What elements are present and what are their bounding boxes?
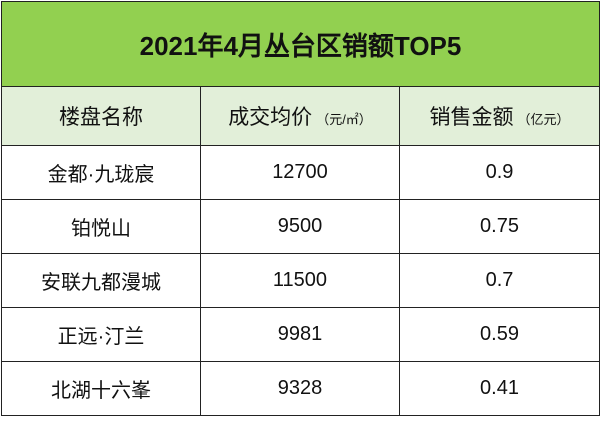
project-name: 北湖十六峯 bbox=[1, 361, 201, 416]
header-unit: （亿元） bbox=[517, 112, 570, 127]
sales-amount: 0.9 bbox=[398, 145, 600, 200]
header-cell: 成交均价 （元/㎡） bbox=[200, 86, 400, 146]
project-name: 正远·汀兰 bbox=[1, 307, 201, 362]
header-text: 楼盘名称 bbox=[59, 106, 143, 129]
header-cell: 销售金额 （亿元） bbox=[398, 86, 600, 146]
sales-table: 2021年4月丛台区销额TOP5 楼盘名称 成交均价 （元/㎡） 销售金额 （亿元）… bbox=[0, 1, 600, 416]
avg-price: 9500 bbox=[200, 199, 400, 254]
avg-price: 9981 bbox=[200, 307, 400, 362]
data-row: 北湖十六峯 9328 0.41 bbox=[1, 361, 600, 416]
header-unit: （元/㎡） bbox=[316, 112, 372, 127]
avg-price: 12700 bbox=[200, 145, 400, 200]
project-name: 铂悦山 bbox=[1, 199, 201, 254]
data-row: 正远·汀兰 9981 0.59 bbox=[1, 307, 600, 362]
project-name: 安联九都漫城 bbox=[1, 253, 201, 308]
header-text: 销售金额 bbox=[429, 106, 514, 129]
data-row: 铂悦山 9500 0.75 bbox=[1, 199, 600, 254]
header-row: 楼盘名称 成交均价 （元/㎡） 销售金额 （亿元） bbox=[1, 86, 600, 146]
avg-price: 9328 bbox=[200, 361, 400, 416]
sales-amount: 0.41 bbox=[398, 361, 600, 416]
header-text: 成交均价 bbox=[228, 106, 313, 129]
sales-amount: 0.7 bbox=[398, 253, 600, 308]
avg-price: 11500 bbox=[200, 253, 400, 308]
sales-amount: 0.75 bbox=[398, 199, 600, 254]
table-title: 2021年4月丛台区销额TOP5 bbox=[0, 1, 600, 87]
data-row: 安联九都漫城 11500 0.7 bbox=[1, 253, 600, 308]
sales-amount: 0.59 bbox=[398, 307, 600, 362]
header-cell: 楼盘名称 bbox=[1, 86, 201, 146]
title-row: 2021年4月丛台区销额TOP5 bbox=[0, 1, 600, 87]
data-row: 金都·九珑宸 12700 0.9 bbox=[1, 145, 600, 200]
project-name: 金都·九珑宸 bbox=[1, 145, 201, 200]
